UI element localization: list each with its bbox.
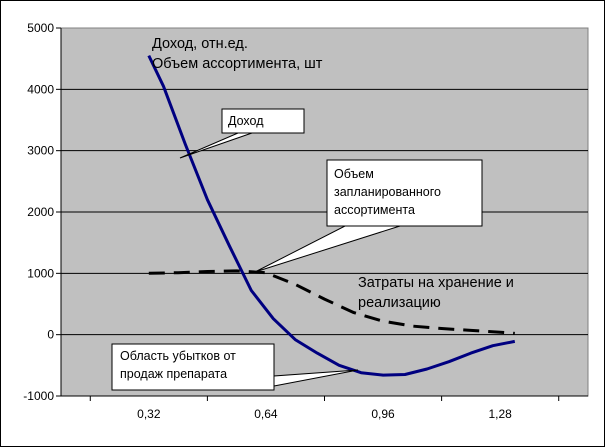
callout-income-box <box>221 108 305 134</box>
series-income-line <box>147 54 516 377</box>
callout-loss: Область убытков от продаж препарата <box>111 343 359 391</box>
callout-loss-box <box>111 343 275 391</box>
x-axis-ticks: 0,32 0,64 0,96 1,28 <box>89 396 560 421</box>
callout-loss-text-line-2: продаж препарата <box>120 367 227 381</box>
x-tick-label-0,32: 0,32 <box>137 407 161 421</box>
y-tick-label-3000: 3000 <box>27 144 54 158</box>
callout-loss-text-line-1: Область убытков от <box>120 349 236 363</box>
callout-plan-box <box>326 159 483 227</box>
x-tick-label-0,96: 0,96 <box>371 407 395 421</box>
callout-income-text: Доход <box>228 114 264 128</box>
gridlines <box>61 88 588 336</box>
y-tick-label-5000: 5000 <box>27 21 54 35</box>
y-axis-ticks: -1000 0 1000 2000 3000 4000 5000 <box>23 21 61 403</box>
x-tick-label-1,28: 1,28 <box>488 407 512 421</box>
y-tick-label-1000: 1000 <box>27 266 54 280</box>
callout-plan-text-line-3: ассортимента <box>334 203 415 217</box>
chart-title-line-1: Доход, отн.ед. <box>152 36 248 52</box>
annotation-costs-line-1: Затраты на хранение и <box>358 275 514 291</box>
x-tick-label-0,64: 0,64 <box>254 407 278 421</box>
callout-income: Доход <box>179 108 305 159</box>
chart-title-line-2: Объем ассортимента, шт <box>152 56 323 72</box>
callout-plan: Объем запланированного ассортимента <box>254 159 483 273</box>
callout-plan-text-line-1: Объем <box>334 167 374 181</box>
y-tick-label-4000: 4000 <box>27 82 54 96</box>
y-tick-label-0: 0 <box>47 328 54 342</box>
series-costs-line <box>148 269 515 335</box>
y-tick-label-2000: 2000 <box>27 205 54 219</box>
callout-plan-text-line-2: запланированного <box>334 185 441 199</box>
annotation-costs-line-2: реализацию <box>358 295 441 311</box>
series-layer <box>147 54 516 377</box>
y-tick-label--1000: -1000 <box>23 389 54 403</box>
